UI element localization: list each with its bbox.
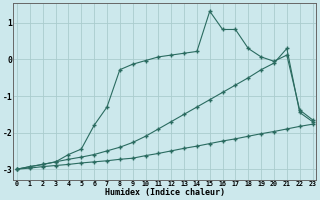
- X-axis label: Humidex (Indice chaleur): Humidex (Indice chaleur): [105, 188, 225, 197]
